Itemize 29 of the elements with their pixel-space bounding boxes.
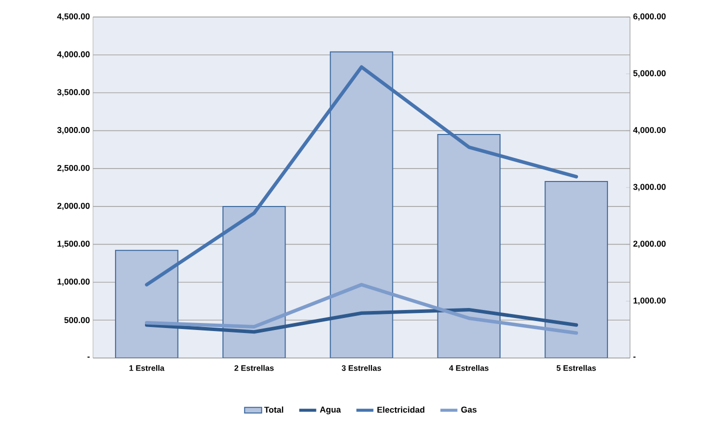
y-tick-label: 3,000.00 xyxy=(57,127,90,134)
y-tick-label: 4,000.00 xyxy=(57,51,90,59)
line-series xyxy=(144,65,578,286)
y2-tick-label: 2,000.00 xyxy=(633,240,666,248)
y2-tick-label: - xyxy=(633,356,636,358)
y-tick-label: 500.00 xyxy=(64,317,90,324)
legend-label: Agua xyxy=(320,406,341,414)
y-tick-label: 4,500.00 xyxy=(57,13,90,21)
y2-tick-label: 4,000.00 xyxy=(633,127,666,134)
bar xyxy=(437,134,501,358)
y-tick-label: 3,500.00 xyxy=(57,89,90,96)
y-tick-label: 2,500.00 xyxy=(57,164,90,172)
bar xyxy=(115,250,178,358)
bar xyxy=(222,206,286,358)
y2-tick-label: 6,000.00 xyxy=(633,13,666,21)
bar xyxy=(330,51,394,358)
line-series xyxy=(144,308,578,334)
y2-tick-label: 1,000.00 xyxy=(634,298,666,305)
y-tick-label: 1,500.00 xyxy=(58,240,90,248)
bar xyxy=(544,180,608,358)
legend-label: Total xyxy=(264,406,284,413)
line-series xyxy=(144,282,578,335)
y-tick-label: 2,000.00 xyxy=(57,202,90,210)
y-tick-label: - xyxy=(87,356,90,358)
legend-label: Gas xyxy=(461,406,477,413)
y2-tick-label: 5,000.00 xyxy=(633,70,666,78)
legend-label: Electricidad xyxy=(377,406,424,413)
y2-tick-label: 3,000.00 xyxy=(633,184,666,192)
y-tick-label: 1,000.00 xyxy=(58,278,90,286)
